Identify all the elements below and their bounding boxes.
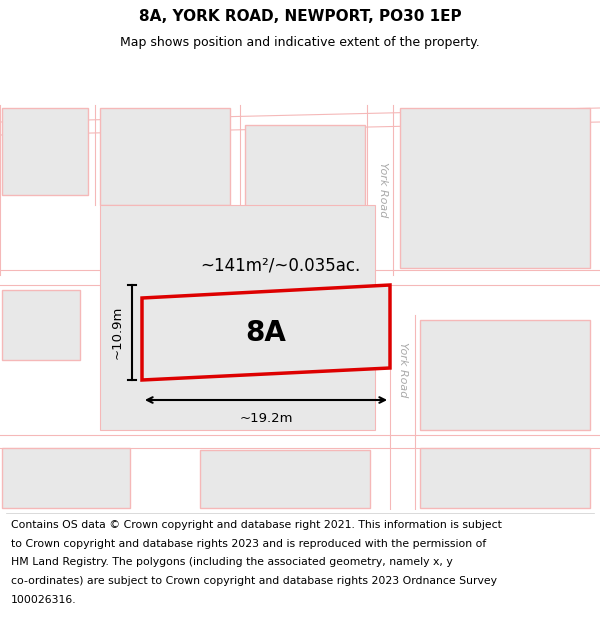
Text: York Road: York Road (378, 162, 388, 217)
Polygon shape (100, 108, 230, 205)
Polygon shape (142, 285, 390, 380)
Polygon shape (420, 448, 590, 508)
Text: HM Land Registry. The polygons (including the associated geometry, namely x, y: HM Land Registry. The polygons (includin… (11, 558, 452, 568)
Polygon shape (420, 320, 590, 430)
Text: to Crown copyright and database rights 2023 and is reproduced with the permissio: to Crown copyright and database rights 2… (11, 539, 486, 549)
Text: York Road: York Road (398, 342, 408, 398)
Text: ~19.2m: ~19.2m (239, 412, 293, 425)
Polygon shape (2, 448, 130, 508)
Text: 100026316.: 100026316. (11, 594, 76, 604)
Text: co-ordinates) are subject to Crown copyright and database rights 2023 Ordnance S: co-ordinates) are subject to Crown copyr… (11, 576, 497, 586)
Polygon shape (200, 450, 370, 508)
Polygon shape (2, 108, 88, 195)
Polygon shape (100, 205, 375, 430)
Polygon shape (245, 125, 365, 270)
Text: 8A, YORK ROAD, NEWPORT, PO30 1EP: 8A, YORK ROAD, NEWPORT, PO30 1EP (139, 9, 461, 24)
Polygon shape (400, 108, 590, 268)
Text: 8A: 8A (245, 319, 286, 347)
Polygon shape (2, 290, 80, 360)
Text: ~10.9m: ~10.9m (111, 306, 124, 359)
Text: Contains OS data © Crown copyright and database right 2021. This information is : Contains OS data © Crown copyright and d… (11, 521, 502, 531)
Text: Map shows position and indicative extent of the property.: Map shows position and indicative extent… (120, 36, 480, 49)
Text: ~141m²/~0.035ac.: ~141m²/~0.035ac. (200, 256, 360, 274)
